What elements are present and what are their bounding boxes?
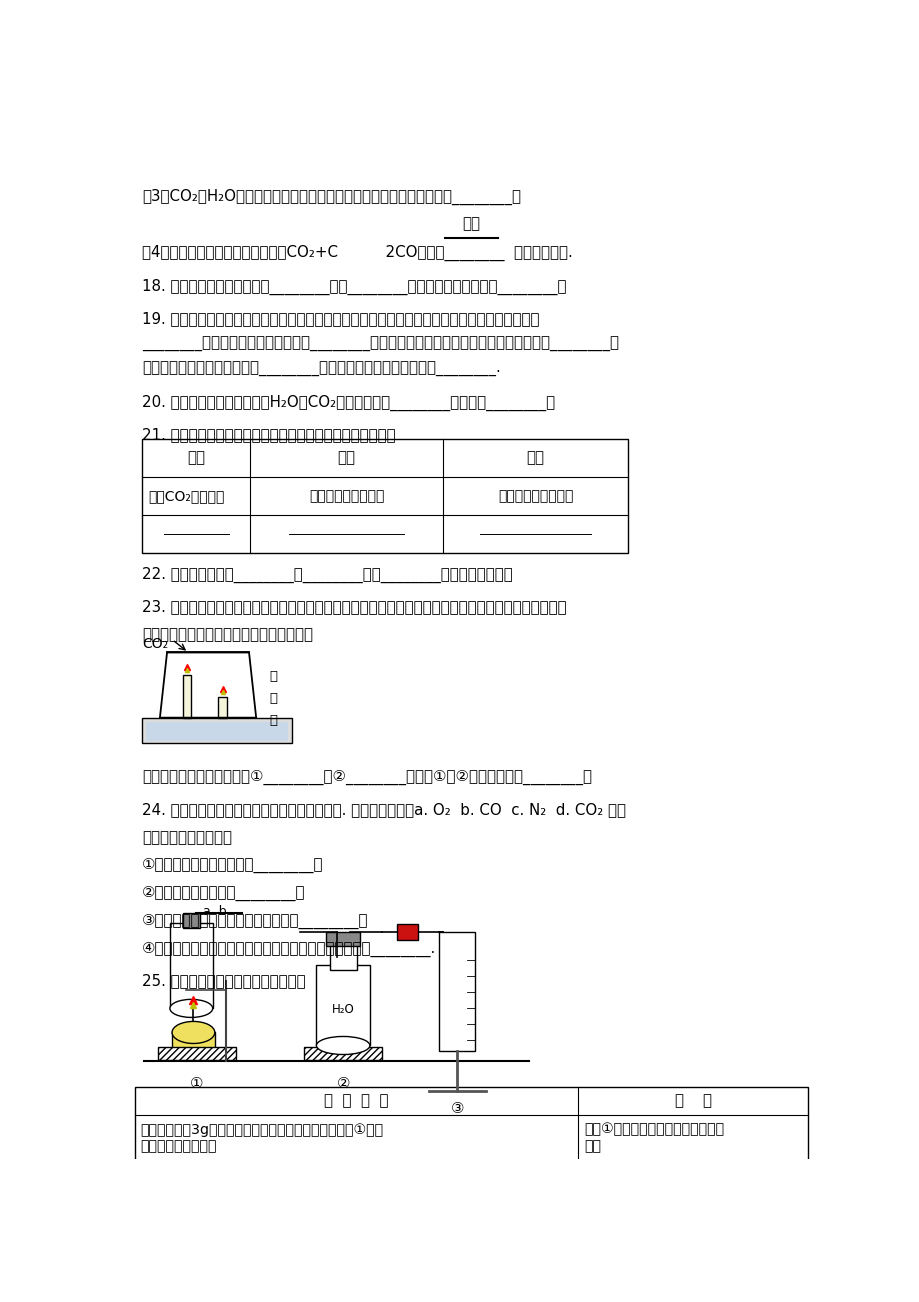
Text: （3）CO₂与H₂O反应，生成一种能使石蕊溶液变红的物质，这种物质是________；: （3）CO₂与H₂O反应，生成一种能使石蕊溶液变红的物质，这种物质是______… — [142, 189, 520, 204]
Text: 实  验  步  骤: 实 验 步 骤 — [324, 1094, 389, 1108]
Bar — [142, 439, 628, 553]
Text: 后提到木块表面）向钟罩内通入二氧化碳。: 后提到木块表面）向钟罩内通入二氧化碳。 — [142, 628, 312, 642]
Bar — [183, 676, 191, 717]
Text: ②: ② — [336, 1075, 349, 1091]
Bar — [145, 721, 288, 741]
Text: 物质: 物质 — [187, 450, 205, 466]
Text: 选择合适的序号填空：: 选择合适的序号填空： — [142, 829, 232, 845]
Text: ③: ③ — [450, 1100, 463, 1116]
Bar — [396, 924, 417, 940]
Text: 18. 通常情况下，二氧化碳是________色、________味的气体，密度比空气________。: 18. 通常情况下，二氧化碳是________色、________味的气体，密度… — [142, 279, 566, 294]
Text: 第一步：称取3g氯酸钾与少量二氧化锰混合后放入装置①的试
管中，点燃酒精灯。: 第一步：称取3g氯酸钾与少量二氧化锰混合后放入装置①的试 管中，点燃酒精灯。 — [141, 1122, 383, 1152]
Text: 做制冷剂或人工降雨: 做制冷剂或人工降雨 — [497, 490, 573, 503]
Bar — [218, 697, 227, 717]
Bar — [329, 940, 357, 970]
Text: 21. 物质的性质决定物质的用途。请根据示例完成下表内容。: 21. 物质的性质决定物质的用途。请根据示例完成下表内容。 — [142, 427, 395, 441]
Text: 20. 在检验某气体中是否含有H₂O和CO₂时，应先检验________，后检验________。: 20. 在检验某气体中是否含有H₂O和CO₂时，应先检验________，后检验… — [142, 395, 554, 411]
Text: 灰: 灰 — [268, 693, 277, 706]
Text: CO₂: CO₂ — [142, 638, 168, 651]
Text: ③与人体内血红蛋白结合引起中毒的是________；: ③与人体内血红蛋白结合引起中毒的是________； — [142, 914, 369, 930]
Text: H₂O: H₂O — [332, 1003, 354, 1016]
Text: ②会造成温室效应的是________；: ②会造成温室效应的是________； — [142, 887, 305, 901]
Text: 简    答: 简 答 — [674, 1094, 711, 1108]
Bar — [172, 1032, 215, 1048]
Text: 22. 在实验室中常用________，________（或________）制取二氧化碳。: 22. 在实验室中常用________，________（或________）制… — [142, 568, 512, 583]
Text: 23. 如图所示：在木块上点燃高低两支蜡烛，用开口的钟罩将其扣在水槽内，然后用导管（先伸至石灰水: 23. 如图所示：在木块上点燃高低两支蜡烛，用开口的钟罩将其扣在水槽内，然后用导… — [142, 599, 566, 615]
Bar — [158, 1048, 236, 1060]
Bar — [170, 923, 212, 1008]
Text: 高温: 高温 — [462, 216, 480, 232]
Bar — [142, 717, 291, 742]
Text: 性质: 性质 — [337, 450, 356, 466]
Text: 24. 化学是与我们的生产和生活紧密相关的学科. 今有四种气体：a. O₂  b. CO  c. N₂  d. CO₂ ，请: 24. 化学是与我们的生产和生活紧密相关的学科. 今有四种气体：a. O₂ b.… — [142, 802, 626, 816]
Text: 例：CO₂（干冰）: 例：CO₂（干冰） — [148, 490, 224, 503]
Bar — [439, 932, 474, 1051]
Text: ________；能使带火星木条复燃的是________；能与氧化铁在一定条件下发生置换反应的是________；: ________；能使带火星木条复燃的是________；能与氧化铁在一定条件下… — [142, 337, 618, 352]
Text: （4）炼铁时高炉内发生如下反应：CO₂+C          2CO，其中________  发生氧化反应.: （4）炼铁时高炉内发生如下反应：CO₂+C 2CO，其中________ 发生氧… — [142, 245, 573, 260]
Text: ④用作保护气、化工原料，充入食品包装中用于防腐的是________.: ④用作保护气、化工原料，充入食品包装中用于防腐的是________. — [142, 943, 436, 957]
Bar — [183, 913, 199, 928]
Text: 能使紫色石蕊试液变红色的是________；能使澄清石灰水变浑浊的是________.: 能使紫色石蕊试液变红色的是________；能使澄清石灰水变浑浊的是______… — [142, 362, 500, 376]
Text: 水: 水 — [268, 715, 277, 727]
Text: 石: 石 — [268, 671, 277, 684]
Bar — [303, 1048, 382, 1060]
Text: 实验中可观察到的现象有：①________；②________。现象①和②出现的原因是________。: 实验中可观察到的现象有：①________；②________。现象①和②出现的… — [142, 769, 592, 785]
Bar — [183, 980, 191, 1000]
Bar — [316, 965, 369, 1046]
Text: 25. 实验小组用如下的装置进行实验。: 25. 实验小组用如下的装置进行实验。 — [142, 974, 305, 988]
Text: ①用于供给动植物呼吸的是________；: ①用于供给动植物呼吸的是________； — [142, 858, 323, 874]
Ellipse shape — [316, 1036, 369, 1055]
Text: 易升华，吸收大量热: 易升华，吸收大量热 — [309, 490, 384, 503]
Text: a  b: a b — [202, 905, 226, 918]
Text: ①: ① — [190, 1075, 203, 1091]
Text: 用途: 用途 — [526, 450, 544, 466]
Ellipse shape — [170, 1000, 212, 1017]
Text: 19. 氢气、氧气、氮气、二氧化碳四种气体中，占空气体积分数最大的是（填化学式，以下相同）: 19. 氢气、氧气、氮气、二氧化碳四种气体中，占空气体积分数最大的是（填化学式，… — [142, 311, 539, 327]
Text: 装置①的试管中发生反应的文字表达
式：: 装置①的试管中发生反应的文字表达 式： — [584, 1122, 723, 1152]
Bar — [325, 932, 360, 947]
Ellipse shape — [172, 1022, 215, 1043]
Bar — [135, 1087, 807, 1185]
